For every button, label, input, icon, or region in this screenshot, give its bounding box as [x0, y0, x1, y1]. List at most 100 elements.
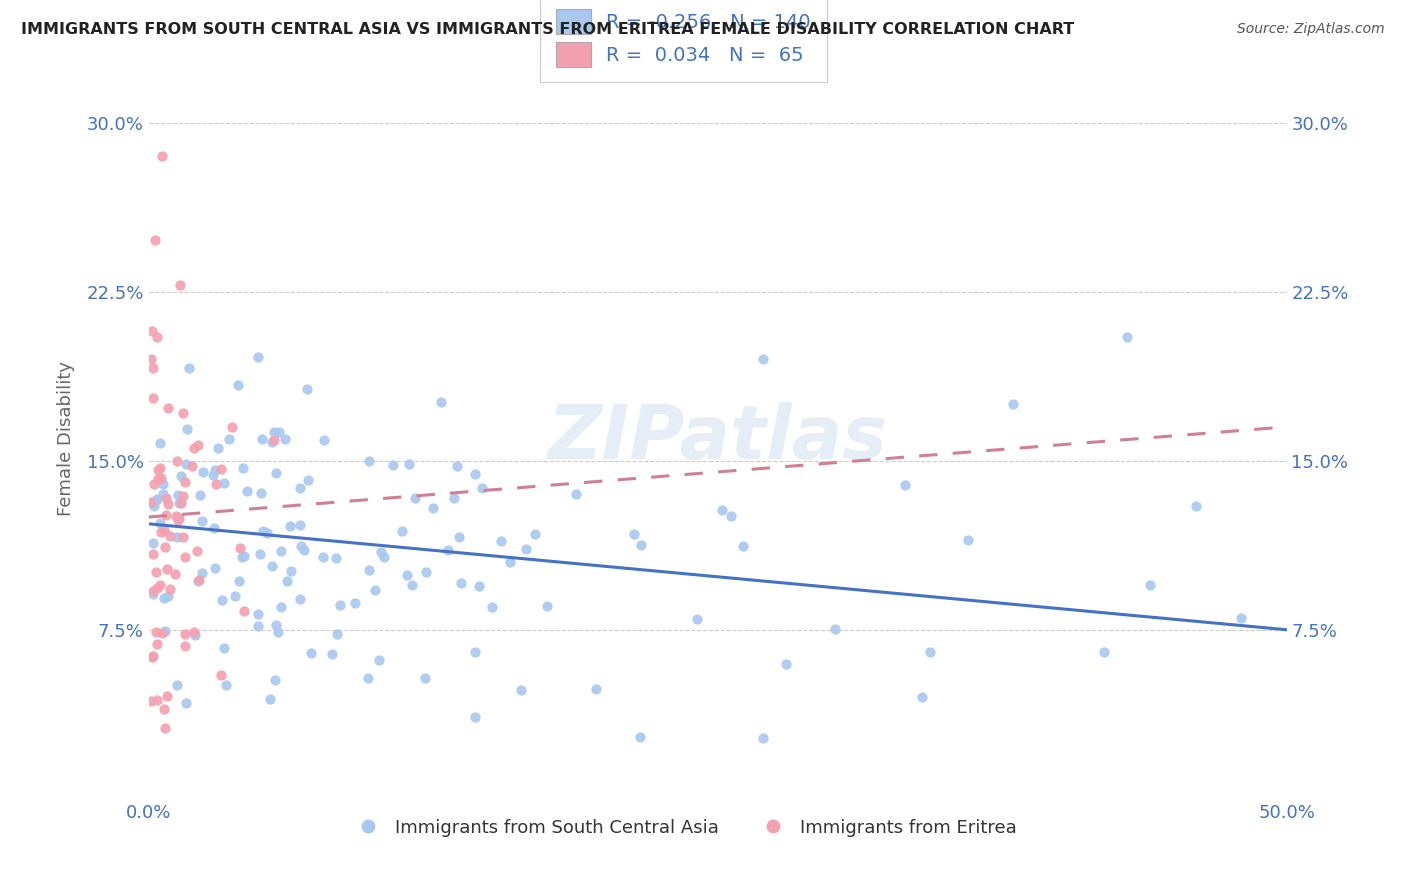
Point	[166, 511, 188, 525]
Point	[467, 578, 489, 592]
Point	[415, 671, 437, 685]
Point	[191, 566, 214, 581]
Point	[911, 690, 934, 705]
Point	[252, 524, 274, 538]
Point	[146, 472, 169, 486]
Point	[153, 701, 176, 715]
Point	[156, 401, 179, 415]
Point	[149, 578, 172, 592]
Point	[204, 463, 226, 477]
Point	[142, 587, 165, 601]
Point	[156, 689, 179, 703]
Point	[186, 544, 208, 558]
Point	[357, 454, 380, 468]
Point	[201, 468, 224, 483]
Point	[564, 487, 586, 501]
Point	[141, 324, 163, 338]
Point	[143, 233, 166, 247]
Point	[824, 622, 846, 636]
Point	[145, 637, 167, 651]
Point	[155, 540, 177, 554]
Point	[228, 574, 250, 589]
Point	[628, 730, 651, 744]
Point	[731, 539, 754, 553]
Point	[710, 502, 733, 516]
Point	[145, 565, 167, 579]
Point	[430, 395, 453, 409]
Point	[325, 551, 347, 566]
Point	[224, 589, 246, 603]
Point	[276, 574, 298, 588]
Y-axis label: Female Disability: Female Disability	[58, 360, 75, 516]
Point	[180, 458, 202, 473]
Point	[172, 489, 194, 503]
Point	[179, 361, 201, 376]
Point	[249, 547, 271, 561]
Point	[142, 500, 165, 514]
Point	[149, 471, 172, 485]
Point	[270, 599, 292, 614]
Point	[142, 547, 165, 561]
Point	[153, 624, 176, 638]
Point	[775, 657, 797, 671]
Point	[218, 432, 240, 446]
Point	[396, 568, 419, 582]
Point	[267, 624, 290, 639]
Point	[139, 694, 162, 708]
Point	[299, 647, 322, 661]
Point	[264, 617, 287, 632]
Point	[370, 545, 392, 559]
Point	[229, 541, 252, 555]
Point	[146, 491, 169, 506]
Point	[212, 641, 235, 656]
Point	[263, 425, 285, 440]
Text: IMMIGRANTS FROM SOUTH CENTRAL ASIA VS IMMIGRANTS FROM ERITREA FEMALE DISABILITY : IMMIGRANTS FROM SOUTH CENTRAL ASIA VS IM…	[21, 22, 1074, 37]
Point	[404, 491, 426, 505]
Point	[536, 599, 558, 613]
Point	[166, 454, 188, 468]
Point	[145, 493, 167, 508]
Point	[422, 500, 444, 515]
Point	[172, 406, 194, 420]
Point	[149, 461, 172, 475]
Point	[498, 555, 520, 569]
Point	[176, 422, 198, 436]
Point	[142, 391, 165, 405]
Point	[173, 627, 195, 641]
Point	[630, 538, 652, 552]
Point	[751, 731, 773, 745]
Point	[157, 497, 180, 511]
Point	[149, 525, 172, 540]
Point	[752, 352, 775, 367]
Point	[247, 350, 270, 364]
Point	[450, 575, 472, 590]
Point	[187, 573, 209, 587]
Point	[623, 526, 645, 541]
Point	[443, 491, 465, 505]
Point	[1230, 611, 1253, 625]
Point	[172, 530, 194, 544]
Point	[153, 591, 176, 605]
Point	[215, 678, 238, 692]
Point	[391, 524, 413, 538]
Point	[247, 619, 270, 633]
Point	[274, 432, 297, 446]
Point	[264, 466, 287, 480]
Point	[187, 438, 209, 452]
Point	[236, 484, 259, 499]
Point	[169, 277, 191, 292]
Point	[159, 529, 181, 543]
Point	[269, 425, 291, 439]
Point	[211, 592, 233, 607]
Point	[146, 581, 169, 595]
Point	[252, 432, 274, 446]
Point	[232, 460, 254, 475]
Point	[150, 149, 173, 163]
Point	[152, 487, 174, 501]
Point	[184, 628, 207, 642]
Point	[464, 644, 486, 658]
Point	[585, 681, 607, 696]
Point	[295, 382, 318, 396]
Point	[894, 478, 917, 492]
Point	[364, 583, 387, 598]
